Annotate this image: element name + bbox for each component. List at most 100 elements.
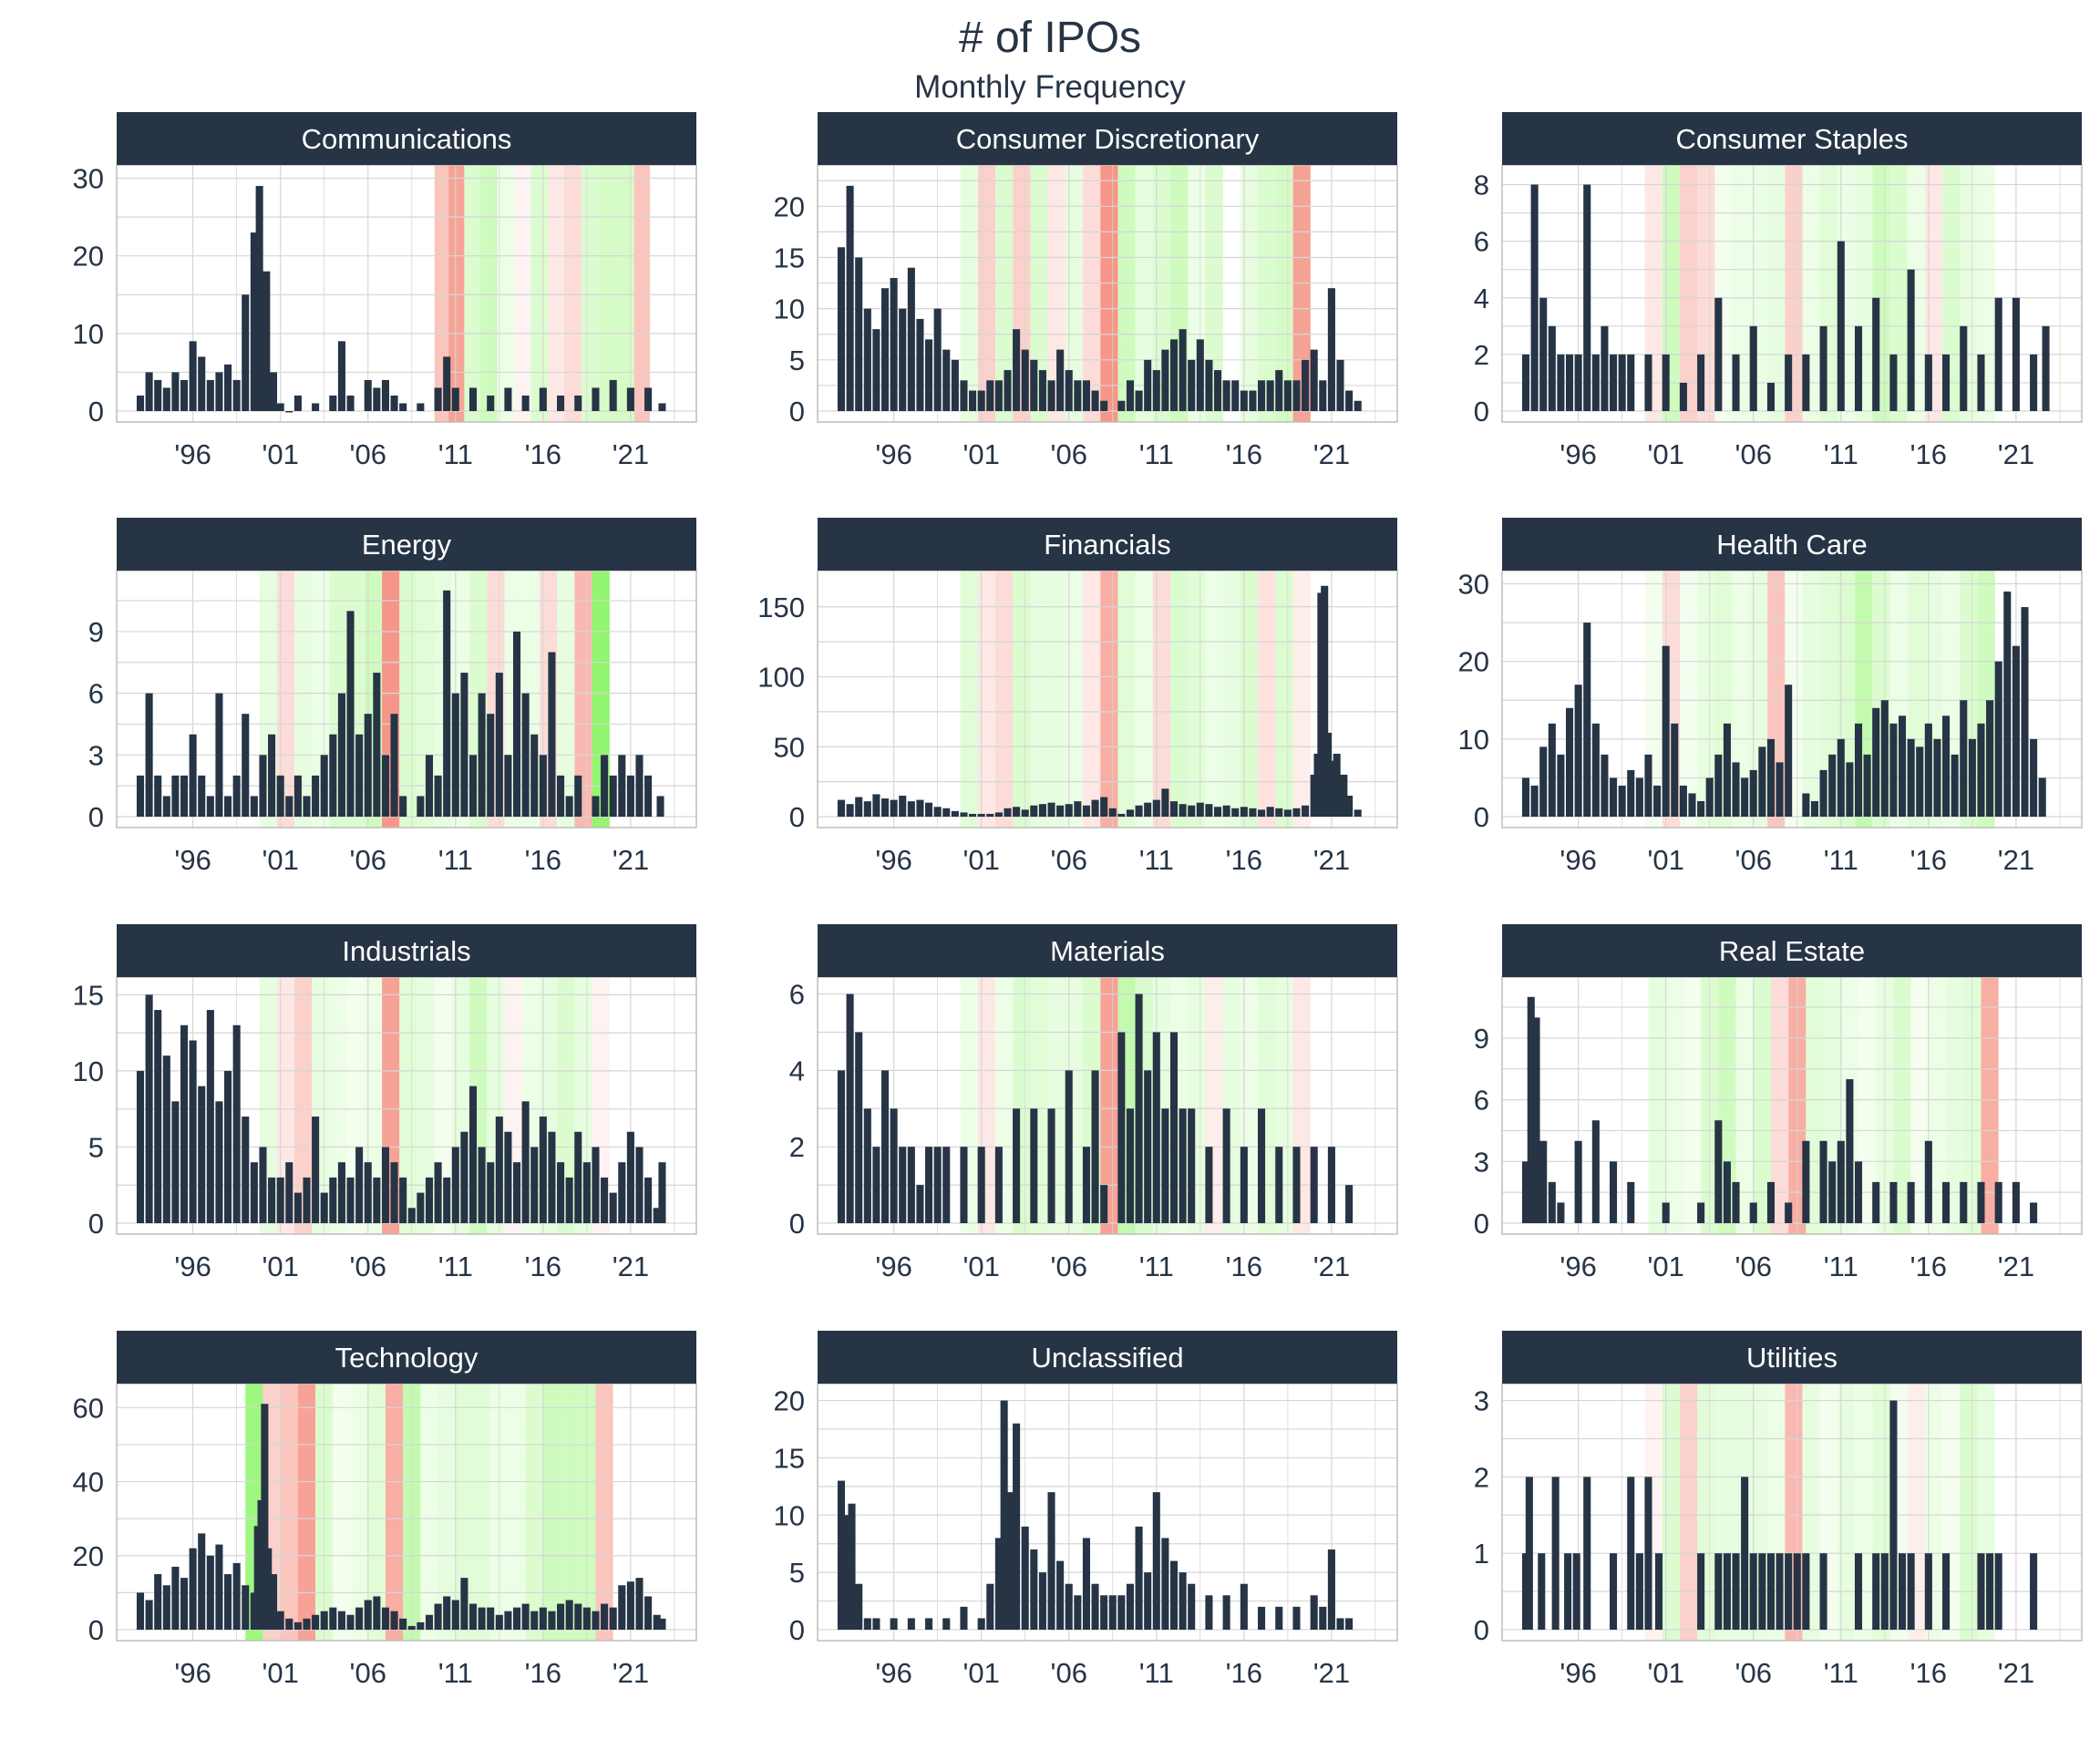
regime-band xyxy=(618,165,634,422)
bar xyxy=(1169,1560,1179,1630)
x-tick-label: '96 xyxy=(174,438,211,470)
bar xyxy=(1292,1147,1301,1223)
x-tick-label: '11 xyxy=(438,1251,473,1282)
regime-band xyxy=(1662,1384,1681,1641)
bar xyxy=(1714,1120,1723,1223)
y-tick-label: 6 xyxy=(789,979,805,1011)
x-tick-label: '21 xyxy=(1313,1657,1350,1689)
bar xyxy=(337,1162,345,1223)
bar xyxy=(1004,808,1012,817)
facet-strip xyxy=(818,112,1397,165)
facet-strip xyxy=(117,518,696,571)
regime-band xyxy=(417,977,435,1234)
bar xyxy=(443,1596,451,1630)
bar xyxy=(1898,1553,1907,1630)
regime-band xyxy=(1753,977,1771,1234)
x-tick-label: '11 xyxy=(1824,438,1858,470)
bar xyxy=(1837,1140,1845,1223)
bar xyxy=(986,1583,994,1630)
bar xyxy=(136,395,145,411)
regime-band xyxy=(448,165,465,422)
bar xyxy=(1610,1161,1618,1223)
bar xyxy=(855,1583,863,1630)
y-tick-label: 4 xyxy=(1474,283,1489,314)
bar xyxy=(1169,1032,1179,1223)
bar xyxy=(1671,723,1679,817)
bar xyxy=(837,799,846,817)
bar xyxy=(960,380,968,411)
bar xyxy=(276,1611,284,1630)
bar xyxy=(1249,390,1257,411)
bar xyxy=(1610,777,1618,817)
bar xyxy=(1302,805,1310,817)
bar xyxy=(1126,1108,1135,1223)
bar xyxy=(1179,329,1187,411)
regime-band xyxy=(960,571,978,828)
bar xyxy=(1942,1181,1951,1223)
bar xyxy=(1179,804,1187,817)
bar xyxy=(1525,1477,1533,1630)
bar xyxy=(565,796,573,817)
bar xyxy=(1213,370,1222,411)
bar xyxy=(933,308,942,411)
x-tick-label: '21 xyxy=(612,438,649,470)
bar xyxy=(1074,380,1082,411)
y-tick-label: 6 xyxy=(1474,1085,1489,1117)
bar xyxy=(1152,799,1160,817)
bar xyxy=(171,775,180,817)
bar xyxy=(312,775,320,817)
bar xyxy=(1960,700,1968,817)
x-tick-label: '06 xyxy=(1051,438,1087,470)
bar xyxy=(2030,354,2038,411)
x-tick-label: '96 xyxy=(174,1251,211,1282)
x-tick-label: '16 xyxy=(1910,1251,1947,1282)
y-tick-label: 0 xyxy=(789,801,805,833)
bar xyxy=(1013,1423,1021,1630)
y-tick-label: 5 xyxy=(789,1557,805,1589)
bar xyxy=(1047,380,1055,411)
y-tick-label: 0 xyxy=(1474,801,1489,833)
bar xyxy=(232,379,241,411)
bar xyxy=(1766,1553,1775,1630)
regime-band xyxy=(276,571,295,828)
y-tick-label: 20 xyxy=(1458,646,1489,678)
bar xyxy=(1065,370,1073,411)
bar xyxy=(644,1177,653,1223)
bar xyxy=(1916,746,1924,817)
x-tick-label: '01 xyxy=(1647,1251,1683,1282)
x-tick-label: '06 xyxy=(1051,1657,1087,1689)
bar xyxy=(1000,1400,1008,1630)
bar xyxy=(1126,809,1135,817)
bar xyxy=(337,341,345,411)
regime-band xyxy=(1100,165,1118,422)
bar xyxy=(180,379,189,411)
bar xyxy=(1644,354,1652,411)
bar xyxy=(1292,1606,1301,1630)
regime-band xyxy=(1292,165,1311,422)
bar xyxy=(250,796,258,817)
bar xyxy=(1548,1181,1556,1223)
bar xyxy=(1924,1140,1932,1223)
panel-materials: 0 2 4 6 '96 '01 '06 '11 '16 '21 Materials xyxy=(789,924,1398,1282)
regime-band xyxy=(1188,571,1206,828)
bar xyxy=(1898,715,1907,817)
bar xyxy=(1591,723,1600,817)
bar xyxy=(521,395,530,411)
bar xyxy=(872,1618,880,1630)
bar xyxy=(329,1607,337,1630)
bar xyxy=(1749,325,1757,411)
bar xyxy=(1013,1108,1021,1223)
facet-strip xyxy=(1502,112,2082,165)
bar xyxy=(539,1117,547,1223)
x-tick-label: '06 xyxy=(1051,844,1087,876)
x-tick-label: '21 xyxy=(1313,1251,1350,1282)
y-tick-label: 10 xyxy=(73,318,104,350)
x-tick-label: '01 xyxy=(1647,1657,1683,1689)
x-tick-label: '11 xyxy=(1139,1251,1174,1282)
bar xyxy=(285,1618,293,1630)
bar xyxy=(1854,1553,1863,1630)
regime-band xyxy=(1680,571,1698,828)
bar xyxy=(1889,1181,1898,1223)
bar xyxy=(837,1070,846,1223)
bar xyxy=(269,1574,278,1630)
